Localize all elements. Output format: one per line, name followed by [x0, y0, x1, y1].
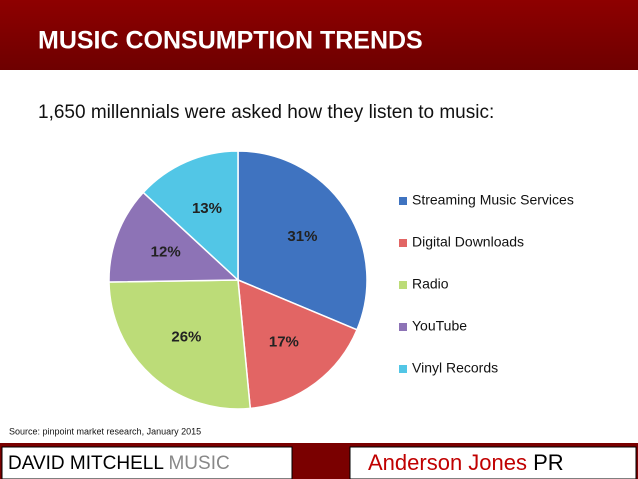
footer-name: DAVID MITCHELL	[8, 453, 163, 474]
data-label: 12%	[151, 243, 181, 260]
pie-slice	[237, 150, 368, 331]
pie-slice	[108, 279, 252, 410]
footer-left-box	[1, 446, 293, 479]
data-label: 13%	[192, 200, 222, 217]
footer-right-box	[349, 446, 637, 479]
footer-left: DAVID MITCHELL MUSIC	[8, 453, 230, 474]
source-note: Source: pinpoint market research, Januar…	[9, 426, 201, 436]
legend: Streaming Music Services Digital Download…	[399, 192, 574, 376]
legend-label: YouTube	[412, 318, 467, 334]
data-label: 26%	[171, 329, 201, 346]
pie: 31% 17% 26% 12% 13%	[108, 150, 368, 410]
data-label: 17%	[269, 333, 299, 350]
footer-brand: PR	[533, 450, 564, 475]
legend-swatch	[399, 365, 407, 373]
legend-swatch	[399, 323, 407, 331]
subtitle: 1,650 millennials were asked how they li…	[38, 102, 494, 123]
legend-swatch	[399, 281, 407, 289]
legend-swatch	[399, 239, 407, 247]
legend-label: Digital Downloads	[412, 234, 524, 250]
legend-swatch	[399, 197, 407, 205]
footer-right: Anderson Jones PR	[368, 450, 564, 475]
legend-label: Vinyl Records	[412, 360, 498, 376]
data-label: 31%	[287, 228, 317, 245]
pie-slice	[237, 278, 358, 410]
header-band	[0, 0, 638, 70]
pie-slice	[108, 191, 240, 283]
footer-name: Anderson Jones	[368, 450, 527, 475]
pie-slice	[142, 150, 239, 282]
footer-brand: MUSIC	[168, 453, 229, 474]
legend-label: Streaming Music Services	[412, 192, 574, 208]
legend-label: Radio	[412, 276, 449, 292]
chart-title: MUSIC CONSUMPTION TRENDS	[38, 27, 423, 55]
